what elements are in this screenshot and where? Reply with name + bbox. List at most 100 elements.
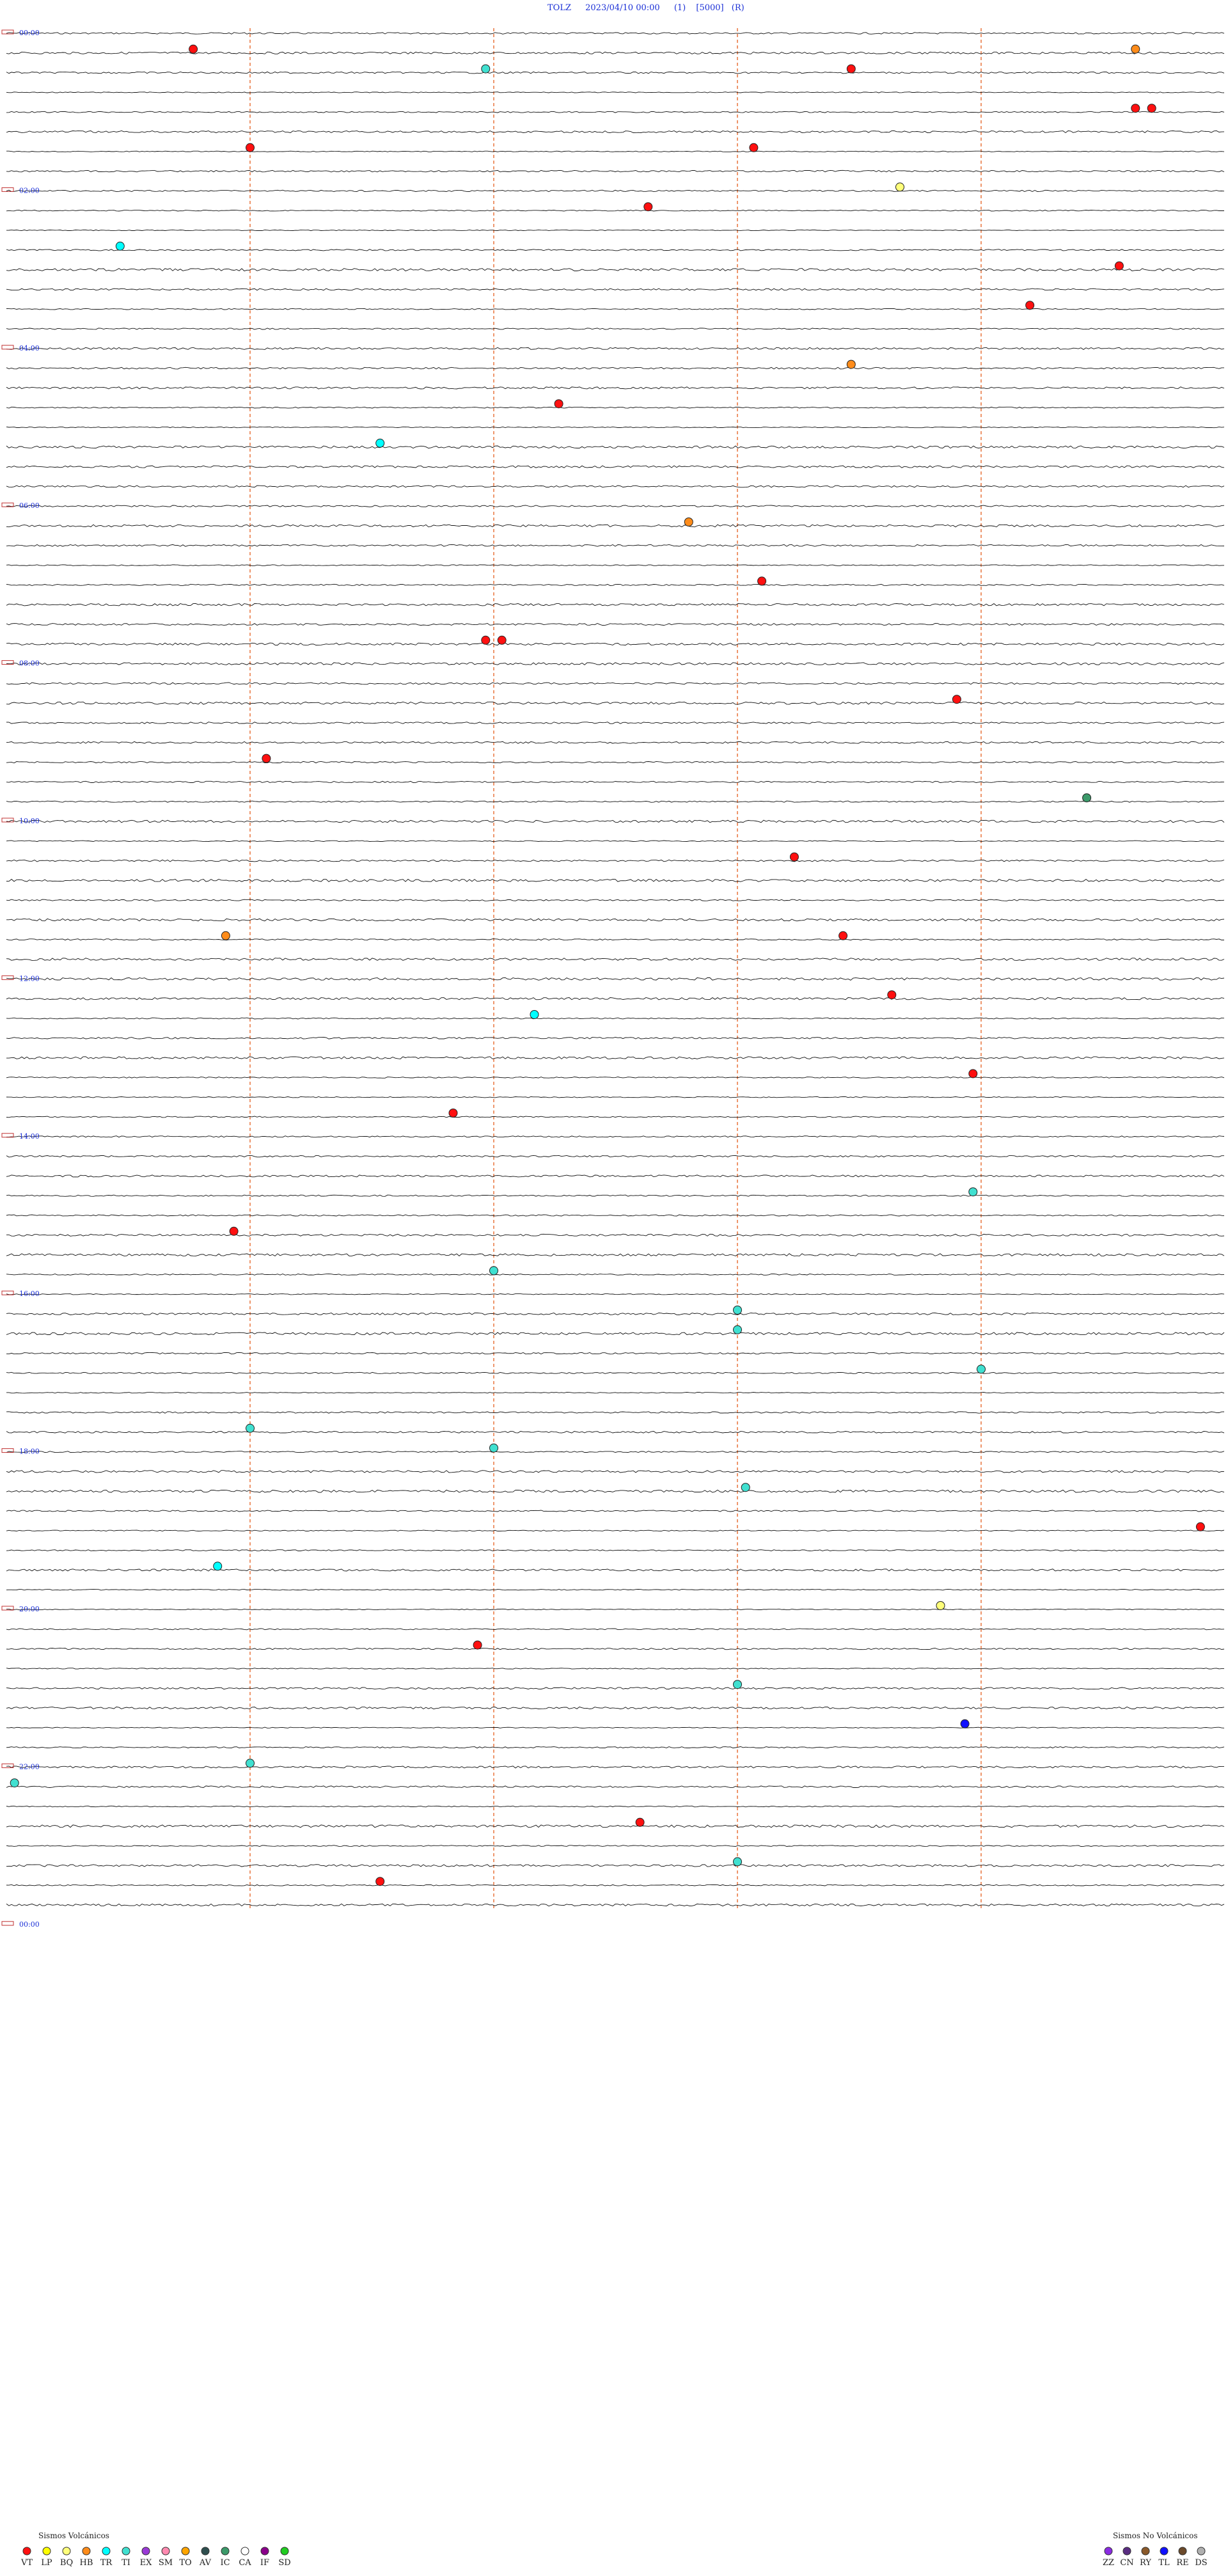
- legend-swatch-ry: [1141, 2547, 1150, 2556]
- hour-tick-7: [1, 975, 14, 980]
- legend-swatch-ca: [240, 2547, 249, 2556]
- hour-label: 00:00: [19, 29, 40, 37]
- trace-line-39: [6, 780, 1225, 783]
- trace-line-14: [6, 288, 1225, 291]
- legend-label-cn: CN: [1120, 2558, 1133, 2568]
- legend-swatch-tl: [1160, 2547, 1169, 2556]
- trace-line-89: [6, 1766, 1224, 1769]
- trace-line-86: [6, 1706, 1225, 1710]
- chart-header: TOLZ 2023/04/10 00:00 (1) [5000] (R): [547, 3, 744, 13]
- hour-label: 10:00: [19, 817, 40, 825]
- trace-line-64: [6, 1274, 1225, 1276]
- event-marker-vt-26: [838, 931, 848, 940]
- hour-label: 18:00: [19, 1448, 40, 1456]
- legend-label-re: RE: [1176, 2558, 1188, 2568]
- hour-tick-4: [1, 502, 14, 507]
- event-marker-vt-24: [789, 852, 799, 862]
- hour-tick-10: [1, 1448, 14, 1453]
- legend-label-ex: EX: [140, 2558, 152, 2568]
- trace-line-65: [6, 1293, 1225, 1295]
- hour-tick-12: [1, 1763, 14, 1768]
- trace-line-90: [6, 1785, 1225, 1789]
- hour-label: 22:00: [19, 1762, 40, 1771]
- event-marker-ti-46: [246, 1758, 255, 1768]
- trace-line-74: [6, 1470, 1225, 1473]
- event-marker-ic-23: [1082, 793, 1092, 803]
- trace-line-7: [6, 150, 1225, 152]
- event-marker-vt-27: [887, 990, 897, 1000]
- legend-label-if: IF: [260, 2558, 269, 2568]
- legend-label-tr: TR: [100, 2558, 113, 2568]
- legend-volcanic: Sismos Volcánicos VT LP BQ HB TR TI EX SM TO AV IC…: [20, 2531, 291, 2568]
- trace-line-18: [6, 367, 1224, 370]
- hour-tick-6: [1, 818, 14, 823]
- hour-tick-9: [1, 1290, 14, 1295]
- legend-label-lp: LP: [41, 2558, 52, 2568]
- legend-swatch-sd: [280, 2547, 289, 2556]
- trace-line-47: [6, 938, 1224, 941]
- hour-tick-1: [1, 29, 14, 35]
- event-marker-ti-34: [733, 1306, 742, 1315]
- trace-line-71: [6, 1411, 1225, 1414]
- legend-swatch-sm: [161, 2547, 170, 2556]
- trace-line-28: [6, 564, 1225, 566]
- event-marker-hb-2: [1131, 44, 1140, 54]
- trace-line-61: [6, 1214, 1225, 1217]
- trace-line-91: [6, 1805, 1225, 1808]
- event-marker-vt-19: [481, 635, 491, 645]
- hour-tick-2: [1, 187, 14, 192]
- trace-line-12: [6, 249, 1225, 251]
- trace-line-50: [6, 997, 1225, 1000]
- legend-swatch-ds: [1197, 2547, 1206, 2556]
- event-marker-ti-35: [733, 1325, 742, 1334]
- hour-label: 06:00: [19, 502, 40, 510]
- event-marker-vt-30: [448, 1109, 458, 1118]
- legend-nonvolcanic: Sismos No Volcánicos ZZ CN RY TL RE DS: [1103, 2531, 1208, 2568]
- trace-line-66: [6, 1312, 1225, 1316]
- event-markers: [10, 44, 1205, 1886]
- trace-line-19: [6, 386, 1225, 390]
- trace-line-48: [6, 958, 1225, 961]
- event-marker-vt-29: [968, 1069, 978, 1079]
- trace-line-85: [6, 1687, 1225, 1690]
- event-marker-vt-8: [749, 143, 759, 152]
- trace-line-37: [6, 741, 1225, 744]
- trace-line-16: [6, 328, 1225, 330]
- legend-label-ti: TI: [122, 2558, 130, 2568]
- trace-line-44: [6, 878, 1225, 882]
- hour-label: 02:00: [19, 186, 40, 194]
- trace-line-32: [6, 642, 1225, 646]
- legend-swatch-av: [201, 2547, 210, 2556]
- trace-line-60: [6, 1194, 1225, 1197]
- event-marker-ti-47: [10, 1778, 19, 1788]
- trace-line-72: [6, 1430, 1225, 1434]
- trace-line-41: [6, 819, 1225, 823]
- event-marker-bq-9: [895, 182, 904, 192]
- legend-swatch-ex: [141, 2547, 150, 2556]
- trace-line-15: [6, 308, 1225, 310]
- trace-line-1: [6, 32, 1225, 35]
- event-marker-vt-48: [635, 1817, 645, 1827]
- legend-nonvolcanic-title: Sismos No Volcánicos: [1113, 2531, 1198, 2540]
- trace-line-22: [6, 445, 1225, 449]
- event-marker-vt-40: [1195, 1522, 1205, 1531]
- legend-swatch-if: [260, 2547, 269, 2556]
- trace-line-73: [6, 1451, 1225, 1453]
- header-flag-1: (1): [674, 3, 686, 13]
- trace-line-4: [6, 91, 1225, 93]
- trace-line-43: [6, 859, 1225, 862]
- legend-label-av: AV: [199, 2558, 212, 2568]
- trace-line-57: [6, 1135, 1225, 1138]
- event-marker-vt-22: [262, 754, 271, 763]
- trace-line-36: [6, 722, 1225, 724]
- trace-line-69: [6, 1371, 1225, 1374]
- legend-label-hb: HB: [80, 2558, 93, 2568]
- event-marker-hb-17: [684, 518, 693, 526]
- station-code: TOLZ: [547, 3, 571, 13]
- trace-line-77: [6, 1529, 1225, 1531]
- legend-label-tl: TL: [1158, 2558, 1170, 2568]
- trace-line-58: [6, 1155, 1224, 1158]
- event-marker-ti-36: [977, 1364, 986, 1374]
- event-marker-vt-15: [554, 399, 563, 409]
- legend-swatch-bq: [62, 2547, 71, 2556]
